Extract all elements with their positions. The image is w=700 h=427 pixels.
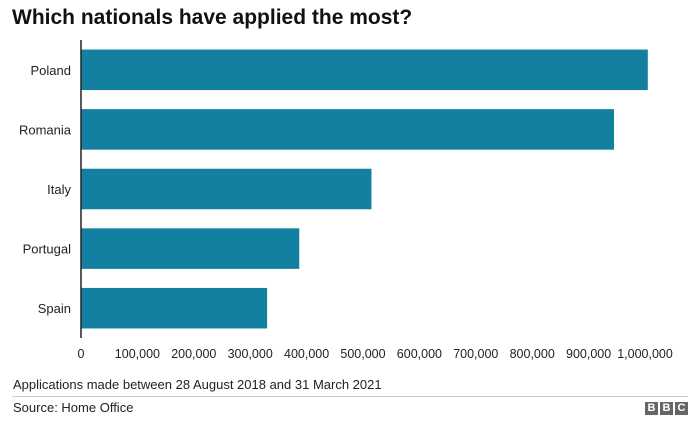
bar-spain <box>81 287 268 329</box>
tick-label-900000: 900,000 <box>566 347 611 361</box>
bar-romania <box>81 109 614 150</box>
chart-title: Which nationals have applied the most? <box>12 6 413 29</box>
logo-letter-b2: B <box>660 402 673 415</box>
tick-label-0: 0 <box>78 347 85 361</box>
bar-portugal <box>81 228 300 269</box>
tick-label-700000: 700,000 <box>453 347 498 361</box>
bar-chart: Poland Romania Italy Portugal Spain 0 100,000… <box>19 40 673 361</box>
tick-label-1000000: 1,000,000 <box>617 347 673 361</box>
category-labels-group: Poland Romania Italy Portugal Spain <box>19 63 72 316</box>
category-label-romania: Romania <box>19 122 72 137</box>
category-label-spain: Spain <box>38 301 71 316</box>
category-label-poland: Poland <box>31 63 71 78</box>
chart-note: Applications made between 28 August 2018… <box>13 377 382 392</box>
logo-letter-c: C <box>675 402 688 415</box>
bars-group <box>81 49 648 329</box>
tick-label-400000: 400,000 <box>284 347 329 361</box>
source-text: Source: Home Office <box>13 400 134 415</box>
tick-label-300000: 300,000 <box>228 347 273 361</box>
tick-labels-group: 0 100,000 200,000 300,000 400,000 500,000 600,… <box>78 347 673 361</box>
bar-italy <box>81 168 372 210</box>
bar-poland <box>81 49 648 91</box>
bbc-logo: B B C <box>645 402 688 415</box>
tick-label-600000: 600,000 <box>397 347 442 361</box>
tick-label-500000: 500,000 <box>340 347 385 361</box>
category-label-portugal: Portugal <box>23 242 72 257</box>
footer-divider <box>12 396 688 397</box>
logo-letter-b1: B <box>645 402 658 415</box>
tick-label-200000: 200,000 <box>171 347 216 361</box>
tick-label-100000: 100,000 <box>115 347 160 361</box>
tick-label-800000: 800,000 <box>510 347 555 361</box>
category-label-italy: Italy <box>47 182 71 197</box>
